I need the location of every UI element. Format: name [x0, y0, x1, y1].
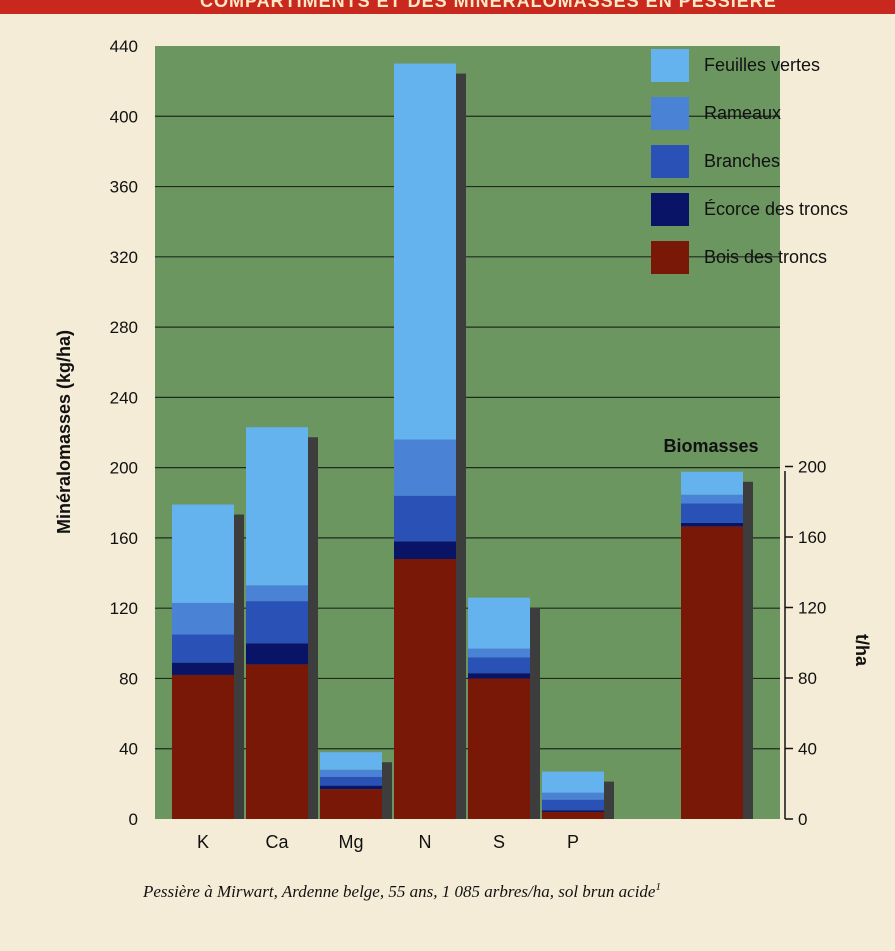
- legend-label: Bois des troncs: [704, 247, 827, 267]
- x-category-label: P: [567, 832, 579, 852]
- x-axis-categories: K Ca Mg N S P: [197, 832, 579, 852]
- y-tick-label: 80: [119, 669, 138, 688]
- bar-segment: [681, 503, 743, 523]
- legend-swatch: [651, 193, 689, 226]
- bar-segment: [172, 504, 234, 603]
- bar-segment: [468, 657, 530, 674]
- caption-text: Pessière à Mirwart, Ardenne belge, 55 an…: [142, 882, 656, 901]
- legend: Feuilles vertes Rameaux Branches Écorce des…: [651, 49, 848, 274]
- biomass-tick-label: 200: [798, 458, 826, 477]
- bar-segment: [394, 495, 456, 542]
- x-category-label: Mg: [338, 832, 363, 852]
- bar-segment: [246, 643, 308, 665]
- y-tick-label: 160: [110, 529, 138, 548]
- bar-segment: [172, 674, 234, 819]
- biomass-title: Biomasses: [663, 436, 758, 456]
- y-tick-label: 320: [110, 248, 138, 267]
- caption-superscript: 1: [655, 881, 661, 893]
- y-axis-ticks: 0 40 80 120 160 200 240 280 320 360 400 440: [110, 37, 138, 829]
- legend-swatch: [651, 241, 689, 274]
- bar-segment: [681, 526, 743, 819]
- bar-segment: [681, 522, 743, 527]
- bar-segment: [320, 769, 382, 777]
- biomass-bars: [681, 471, 753, 819]
- bar-shadow: [382, 762, 392, 819]
- y-tick-label: 440: [110, 37, 138, 56]
- bar-segment: [394, 541, 456, 559]
- bar-segment: [681, 494, 743, 504]
- bar-segment: [246, 664, 308, 819]
- bar-shadow: [308, 437, 318, 819]
- bar-segment: [320, 752, 382, 770]
- y-tick-label: 360: [110, 178, 138, 197]
- bar-segment: [246, 427, 308, 586]
- bar-shadow: [530, 607, 540, 819]
- biomass-tick-label: 160: [798, 528, 826, 547]
- legend-swatch: [651, 97, 689, 130]
- bar-segment: [542, 771, 604, 793]
- bar-segment: [542, 792, 604, 800]
- biomass-axis-ticks: 0 40 80 120 160 200: [785, 458, 826, 829]
- bar-segment: [468, 673, 530, 679]
- y-tick-label: 280: [110, 318, 138, 337]
- caption: Pessière à Mirwart, Ardenne belge, 55 an…: [142, 881, 661, 901]
- bar-shadow: [234, 514, 244, 819]
- legend-label: Branches: [704, 151, 780, 171]
- legend-label: Feuilles vertes: [704, 55, 820, 75]
- legend-swatch: [651, 49, 689, 82]
- y-tick-label: 40: [119, 740, 138, 759]
- bar-segment: [172, 662, 234, 675]
- biomass-tick-label: 40: [798, 740, 817, 759]
- bar-segment: [320, 785, 382, 790]
- x-category-label: N: [419, 832, 432, 852]
- x-category-label: S: [493, 832, 505, 852]
- biomass-tick-label: 80: [798, 669, 817, 688]
- biomass-tick-label: 120: [798, 599, 826, 618]
- bar-segment: [542, 810, 604, 812]
- bar-segment: [172, 602, 234, 635]
- y-tick-label: 0: [129, 810, 138, 829]
- biomass-axis-label: t/ha: [852, 634, 872, 667]
- bar-segment: [468, 648, 530, 658]
- bar-segment: [468, 678, 530, 819]
- bar-segment: [394, 439, 456, 496]
- y-axis-label: Minéralomasses (kg/ha): [54, 330, 74, 534]
- bar-segment: [542, 799, 604, 811]
- legend-label: Rameaux: [704, 103, 781, 123]
- legend-swatch: [651, 145, 689, 178]
- mineralomass-bars: [172, 63, 614, 820]
- bar-shadow: [456, 73, 466, 820]
- bar-segment: [468, 597, 530, 649]
- y-tick-label: 200: [110, 459, 138, 478]
- biomass-tick-label: 0: [798, 810, 807, 829]
- bar-segment: [246, 601, 308, 644]
- x-category-label: Ca: [265, 832, 289, 852]
- bar-segment: [394, 558, 456, 819]
- bar-segment: [172, 634, 234, 663]
- bar-segment: [681, 471, 743, 495]
- bar-segment: [320, 776, 382, 786]
- bar-segment: [320, 789, 382, 819]
- y-tick-label: 400: [110, 107, 138, 126]
- bar-shadow: [743, 481, 753, 819]
- header-banner: COMPARTIMENTS ET DES MINÉRALOMASSES EN P…: [0, 0, 895, 14]
- y-tick-label: 120: [110, 599, 138, 618]
- bar-shadow: [604, 781, 614, 819]
- x-category-label: K: [197, 832, 209, 852]
- header-title: COMPARTIMENTS ET DES MINÉRALOMASSES EN P…: [200, 0, 777, 11]
- legend-label: Écorce des troncs: [704, 199, 848, 219]
- bar-segment: [246, 585, 308, 602]
- bar-segment: [542, 811, 604, 819]
- bar-segment: [394, 63, 456, 440]
- y-tick-label: 240: [110, 388, 138, 407]
